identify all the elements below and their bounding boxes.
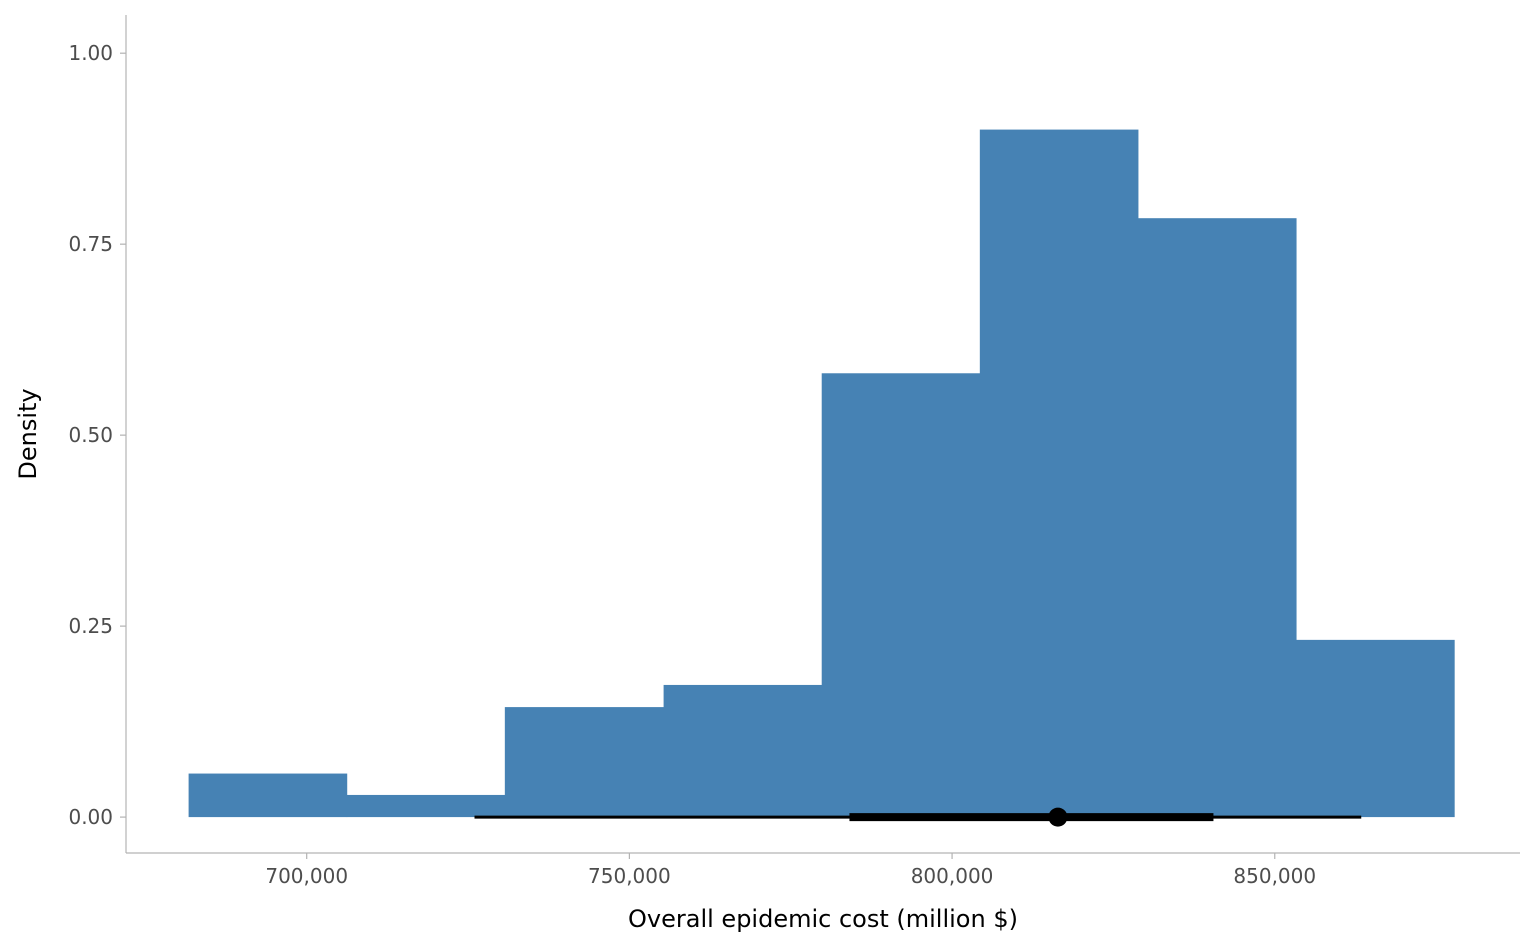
histogram-bar-3 [504, 707, 665, 818]
y-tick-label: 1.00 [68, 41, 113, 65]
x-tick-label: 850,000 [1233, 864, 1316, 888]
histogram-bar-8 [1296, 639, 1455, 818]
histogram-bar-5 [821, 373, 981, 818]
x-tick-label: 800,000 [911, 864, 994, 888]
y-tick-label: 0.50 [68, 423, 113, 447]
point-estimate [1048, 807, 1068, 827]
y-tick-label: 0.00 [68, 805, 113, 829]
x-tick-label: 750,000 [588, 864, 671, 888]
histogram-bar-7 [1137, 218, 1297, 818]
histogram-bar-1 [188, 773, 348, 818]
histogram-bar-6 [979, 129, 1139, 818]
y-tick-label: 0.25 [68, 614, 113, 638]
x-axis-ticks: 700,000 750,000 800,000 850,000 [265, 853, 1316, 888]
x-tick-label: 700,000 [265, 864, 348, 888]
x-axis-title: Overall epidemic cost (million $) [628, 905, 1018, 933]
y-axis-ticks: 0.00 0.25 0.50 0.75 1.00 [68, 41, 126, 829]
histogram-bar-4 [663, 684, 823, 818]
bars-layer [188, 129, 1455, 818]
histogram-bar-2 [346, 794, 506, 818]
y-axis-title: Density [14, 388, 42, 479]
y-tick-label: 0.75 [68, 232, 113, 256]
interval-layer [474, 807, 1362, 827]
